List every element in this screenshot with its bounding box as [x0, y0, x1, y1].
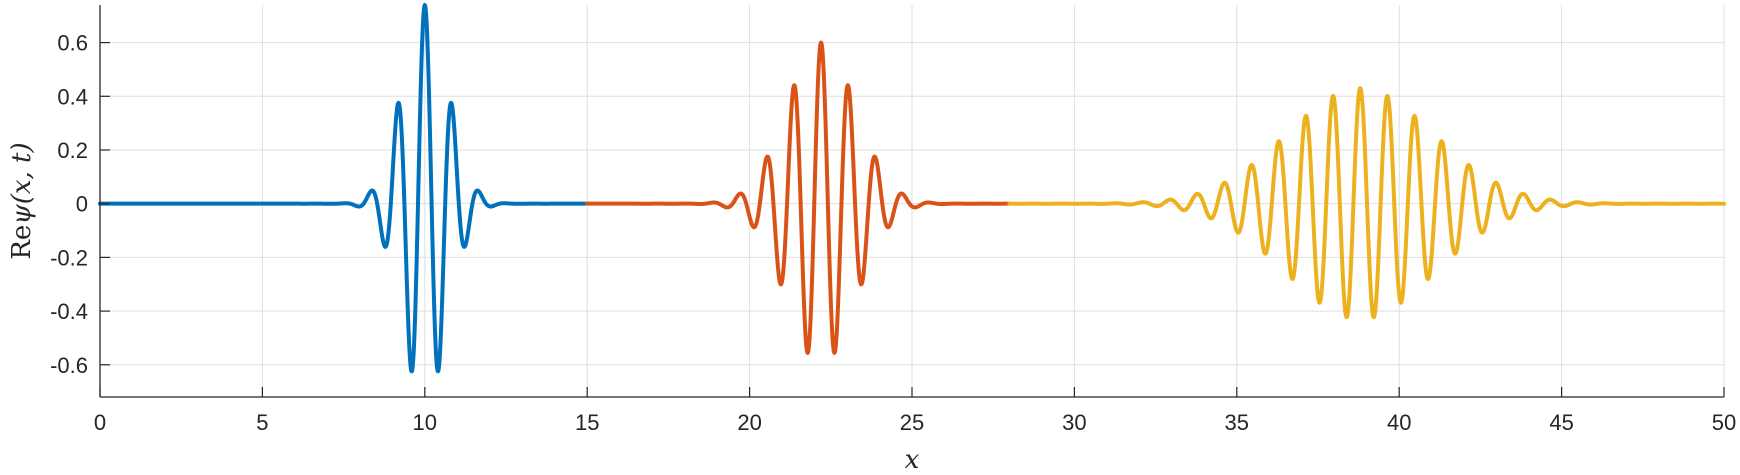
x-tick-label: 10 [413, 410, 437, 435]
y-ticks: -0.6 -0.4 -0.2 0 0.2 0.4 0.6 [50, 31, 110, 378]
x-tick-label: 15 [575, 410, 599, 435]
y-axis-label-prefix: Re [7, 225, 37, 260]
y-axis-label-expr: ψ(x, t) [7, 142, 37, 224]
x-tick-label: 50 [1712, 410, 1736, 435]
y-tick-label: 0.2 [57, 138, 88, 163]
x-tick-label: 25 [900, 410, 924, 435]
x-axis-label: x [905, 445, 920, 475]
series-line-1 [98, 3, 590, 374]
x-tick-label: 45 [1549, 410, 1573, 435]
y-tick-label: -0.4 [50, 299, 88, 324]
x-tick-label: 20 [737, 410, 761, 435]
x-tick-label: 5 [256, 410, 268, 435]
y-tick-label: 0.6 [57, 31, 88, 56]
y-axis-label: Reψ(x, t) [7, 142, 37, 259]
x-ticks: 0 5 10 15 20 25 30 35 40 45 50 [94, 387, 1736, 435]
x-tick-label: 30 [1062, 410, 1086, 435]
series-line-3 [1007, 86, 1726, 320]
y-tick-label: -0.6 [50, 353, 88, 378]
y-tick-label: 0.4 [57, 84, 88, 109]
y-tick-label: 0 [76, 192, 88, 217]
grid-x [99, 5, 1725, 397]
series-layer [98, 3, 1726, 374]
x-tick-label: 40 [1387, 410, 1411, 435]
x-tick-label: 35 [1225, 410, 1249, 435]
x-tick-label: 0 [94, 410, 106, 435]
series-line-2 [585, 40, 1012, 355]
y-tick-label: -0.2 [50, 245, 88, 270]
